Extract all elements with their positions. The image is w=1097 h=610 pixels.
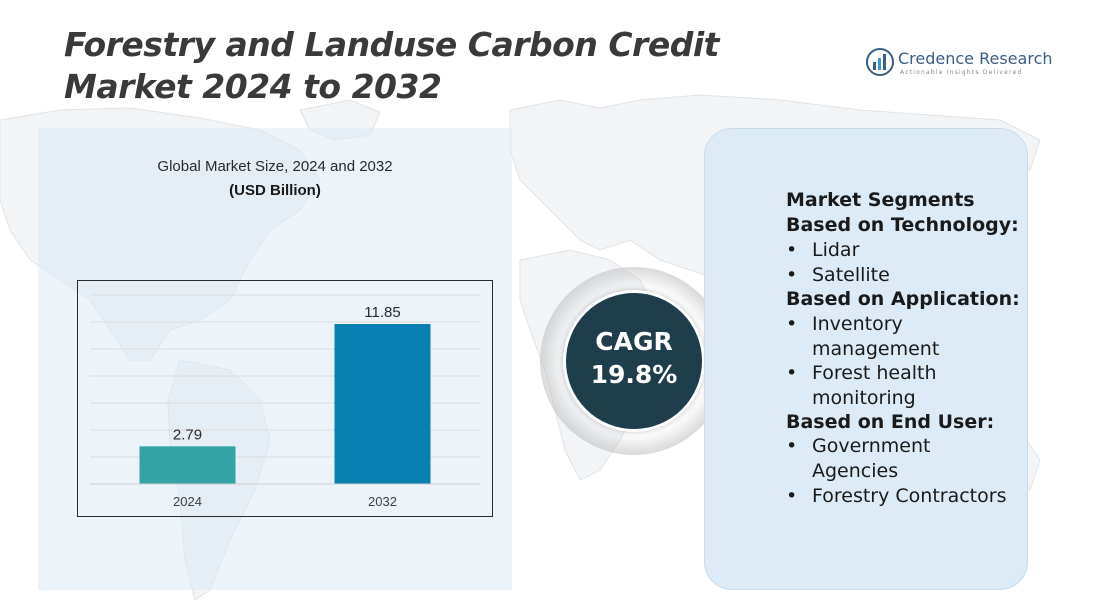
technology-heading: Based on Technology: bbox=[786, 214, 1019, 236]
application-heading: Based on Application: bbox=[786, 288, 1020, 310]
application-item-inventory: Inventory management bbox=[812, 313, 940, 360]
bar-chart: 2.79 2024 11.85 2032 bbox=[90, 294, 480, 509]
logo-tagline: Actionable Insights Delivered bbox=[900, 69, 1023, 76]
bullet: • bbox=[786, 362, 798, 384]
bullet: • bbox=[786, 313, 798, 335]
market-size-panel bbox=[38, 128, 512, 590]
data-label-2032: 11.85 bbox=[364, 304, 400, 321]
x-tick-label-2024: 2024 bbox=[173, 494, 202, 509]
market-segments-panel bbox=[704, 128, 1028, 590]
technology-item-satellite: Satellite bbox=[812, 264, 890, 286]
bullet: • bbox=[786, 264, 798, 286]
page-title: Forestry and Landuse Carbon Credit Marke… bbox=[64, 25, 719, 106]
credence-research-logo: Credence Research Actionable Insights De… bbox=[866, 48, 1053, 80]
cagr-label: CAGR bbox=[595, 327, 673, 356]
chart-unit-label: (USD Billion) bbox=[229, 182, 321, 199]
technology-item-lidar: Lidar bbox=[812, 239, 860, 261]
bar-chart-frame: 2.79 2024 11.85 2032 bbox=[77, 280, 493, 517]
bullet: • bbox=[786, 435, 798, 457]
bullet: • bbox=[786, 239, 798, 261]
logo-name: Credence Research bbox=[898, 49, 1053, 68]
application-item-forest-health: Forest health monitoring bbox=[812, 362, 937, 409]
bar-2024 bbox=[139, 446, 236, 484]
chart-title: Global Market Size, 2024 and 2032 bbox=[157, 158, 393, 175]
bar-2032 bbox=[334, 324, 431, 484]
logo-bar-chart-icon bbox=[866, 48, 894, 76]
cagr-value: 19.8% bbox=[590, 360, 678, 389]
x-tick-label-2032: 2032 bbox=[368, 494, 397, 509]
data-label-2024: 2.79 bbox=[173, 426, 202, 443]
end-user-heading: Based on End User: bbox=[786, 411, 995, 433]
end-user-item-forestry-contractors: Forestry Contractors bbox=[812, 485, 1007, 507]
segments-heading: Market Segments bbox=[786, 189, 975, 211]
bullet: • bbox=[786, 485, 798, 507]
end-user-item-government: Government Agencies bbox=[812, 435, 931, 482]
cagr-badge bbox=[563, 290, 705, 432]
